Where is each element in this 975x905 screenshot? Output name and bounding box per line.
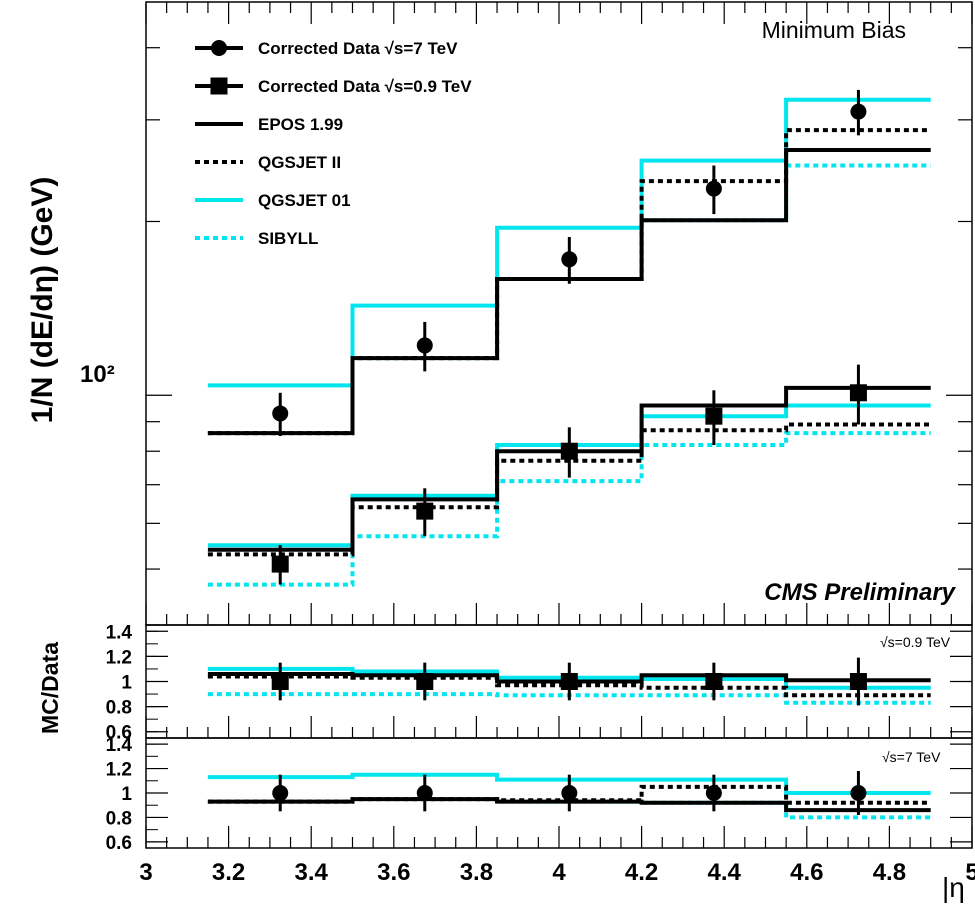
x-axis-title: |η: [942, 872, 965, 903]
x-tick-label: 3.2: [212, 859, 245, 886]
y-axis-title: 1/N (dE/dη) (GeV): [26, 177, 59, 424]
ratio-0-data-point: [849, 673, 867, 690]
chart-title: Minimum Bias: [762, 17, 906, 43]
ratio-0-data-point: [705, 673, 723, 690]
ratio-1-data-point: [416, 785, 433, 801]
ratio-panel-0.9-label: √s=0.9 TeV: [880, 634, 951, 650]
mc-0.9tev-qgsjet2-line: [207, 422, 931, 557]
ratio-y-axis-title: MC/Data: [37, 642, 63, 734]
ratio-plot-0.9tev: 1.4 1.2 1 0.8 0.6: [106, 622, 972, 744]
ratio-plot-7tev: 1.4 1.2 1 0.8 0.6: [106, 735, 972, 854]
legend-label-data7: Corrected Data √s=7 TeV: [258, 39, 458, 58]
cms-preliminary-label: CMS Preliminary: [764, 579, 956, 606]
ratio-y-tick-label: 1.2: [106, 760, 132, 781]
ratio-1-data-point: [705, 785, 722, 801]
x-tick-label: 5: [965, 859, 975, 886]
ratio-y-tick-label: 1.4: [106, 622, 133, 643]
legend-label-qgsjet01: QGSJET 01: [258, 191, 351, 210]
data-0.9tev-point: [849, 384, 867, 402]
ratio-1-data-point: [561, 785, 578, 801]
data-7tev-point: [416, 337, 433, 354]
ratio-0-data-point: [416, 673, 434, 690]
legend-marker-data09: [210, 77, 228, 95]
ratio-0-data-point: [271, 673, 289, 690]
data-7tev-point: [272, 405, 289, 422]
data-0.9tev-point: [416, 502, 434, 520]
ratio-y-tick-label: 1: [121, 784, 132, 805]
legend-label-data09: Corrected Data √s=0.9 TeV: [258, 77, 472, 96]
data-0.9tev-point: [271, 555, 289, 573]
x-tick-label: 3: [139, 859, 152, 886]
legend-label-epos: EPOS 1.99: [258, 115, 343, 134]
x-tick-label: 4.4: [708, 859, 742, 886]
ratio-0-data-point: [560, 673, 578, 690]
mc-7tev-qgsjet01-line: [207, 97, 931, 388]
data-7tev-point: [705, 180, 722, 197]
x-axis: 3 3.2 3.4 3.6 3.8 4 4.2 4.4 4.6 4.8 5: [139, 2, 975, 886]
data-7tev-point: [561, 251, 578, 268]
x-tick-label: 4.6: [790, 859, 823, 886]
ratio-1-data-point: [272, 785, 289, 801]
main-plot-area: [146, 47, 972, 626]
x-tick-label: 3.4: [295, 859, 329, 886]
ratio-panel-7-label: √s=7 TeV: [882, 749, 941, 765]
ratio-y-tick-label: 0.6: [106, 723, 132, 744]
legend-marker-data7: [211, 40, 227, 56]
ratio-1-data-point: [850, 785, 867, 801]
ratio-y-tick-label: 1.2: [106, 647, 132, 668]
mc-0.9tev-sibyll-line: [207, 431, 931, 587]
legend: Corrected Data √s=7 TeV Corrected Data √s…: [195, 39, 472, 248]
ratio-y-tick-label: 0.8: [106, 698, 132, 719]
data-0.9tev-point: [705, 407, 723, 425]
x-tick-label: 4.2: [625, 859, 658, 886]
x-tick-label: 4.8: [873, 859, 906, 886]
x-tick-label: 3.8: [460, 859, 493, 886]
data-0.9tev-point: [560, 442, 578, 460]
y-tick-label-100: 10²: [80, 361, 115, 388]
ratio-y-tick-label: 1.4: [106, 735, 133, 756]
x-tick-label: 3.6: [377, 859, 410, 886]
legend-label-sibyll: SIBYLL: [258, 229, 318, 248]
ratio-y-tick-label: 1: [121, 673, 132, 694]
x-tick-label: 4: [552, 859, 566, 886]
data-7tev-point: [850, 103, 867, 120]
legend-label-qgsjet2: QGSJET II: [258, 153, 341, 172]
ratio-y-tick-label: 0.8: [106, 808, 132, 829]
ratio-y-tick-label: 0.6: [106, 833, 132, 854]
